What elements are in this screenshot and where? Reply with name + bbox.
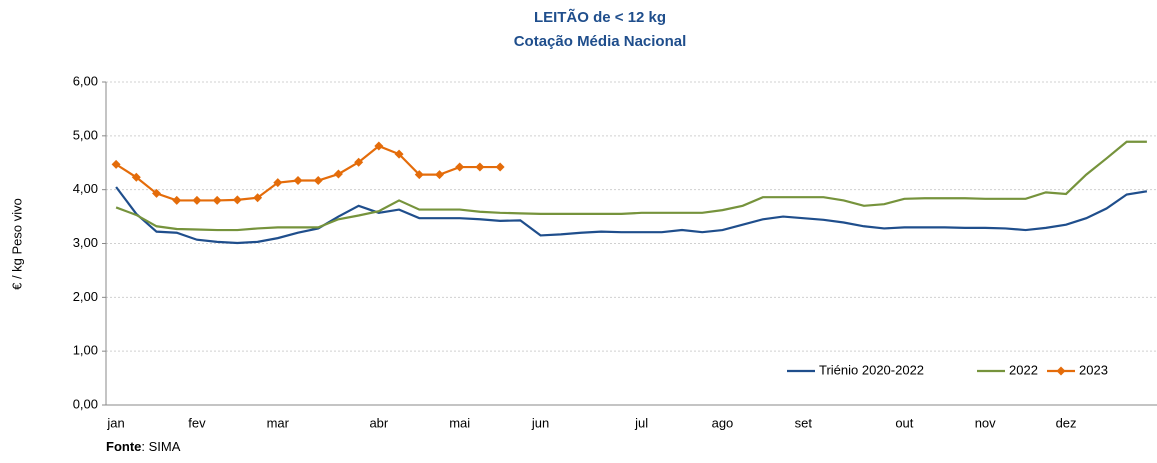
- x-tick-label: mar: [267, 415, 290, 430]
- y-tick-label: 1,00: [73, 343, 98, 358]
- y-tick-label: 6,00: [73, 73, 98, 88]
- x-tick-label: dez: [1056, 415, 1077, 430]
- point-marker: [111, 159, 121, 169]
- series-line: [115, 186, 1148, 245]
- point-marker: [394, 149, 404, 159]
- point-marker: [273, 178, 283, 188]
- point-marker: [495, 162, 505, 172]
- x-tick-label: jul: [634, 415, 648, 430]
- x-tick-label: ago: [712, 415, 734, 430]
- point-marker: [293, 176, 303, 186]
- point-marker: [354, 157, 364, 167]
- chart-title: LEITÃO de < 12 kg: [534, 8, 666, 26]
- point-marker: [192, 195, 202, 205]
- point-marker: [131, 172, 141, 182]
- series-line: [115, 140, 1147, 232]
- x-tick-label: nov: [975, 415, 996, 430]
- source: Fonte: SIMA: [106, 439, 181, 454]
- y-tick-label: 5,00: [73, 127, 98, 142]
- point-marker: [212, 195, 222, 205]
- point-marker: [434, 170, 444, 180]
- y-tick-label: 3,00: [73, 235, 98, 250]
- x-tick-label: out: [895, 415, 913, 430]
- point-marker: [475, 162, 485, 172]
- source-text: : SIMA: [141, 439, 180, 454]
- point-marker: [253, 193, 263, 203]
- legend-label: 2022: [1009, 362, 1038, 377]
- x-tick-label: set: [795, 415, 813, 430]
- y-tick-label: 2,00: [73, 289, 98, 304]
- x-tick-label: fev: [188, 415, 206, 430]
- x-tick-label: jun: [531, 415, 549, 430]
- y-tick-label: 0,00: [73, 396, 98, 411]
- source-label: Fonte: [106, 439, 141, 454]
- chart-subtitle: Cotação Média Nacional: [514, 33, 687, 50]
- x-tick-label: jan: [106, 415, 124, 430]
- y-tick-label: 4,00: [73, 181, 98, 196]
- point-marker: [152, 188, 162, 198]
- point-marker: [313, 176, 323, 186]
- legend-marker: [1056, 366, 1066, 376]
- y-axis-label: € / kg Peso vivo: [9, 198, 24, 290]
- legend: Triénio 2020-2022 2022 2023: [787, 362, 1108, 377]
- legend-label: 2023: [1079, 362, 1108, 377]
- legend-label: Triénio 2020-2022: [819, 362, 924, 377]
- point-marker: [232, 195, 242, 205]
- point-marker: [414, 170, 424, 180]
- point-marker: [374, 141, 384, 151]
- point-marker: [455, 162, 465, 172]
- point-marker: [172, 195, 182, 205]
- point-marker: [333, 169, 343, 179]
- x-tick-label: mai: [449, 415, 470, 430]
- x-tick-label: abr: [369, 415, 388, 430]
